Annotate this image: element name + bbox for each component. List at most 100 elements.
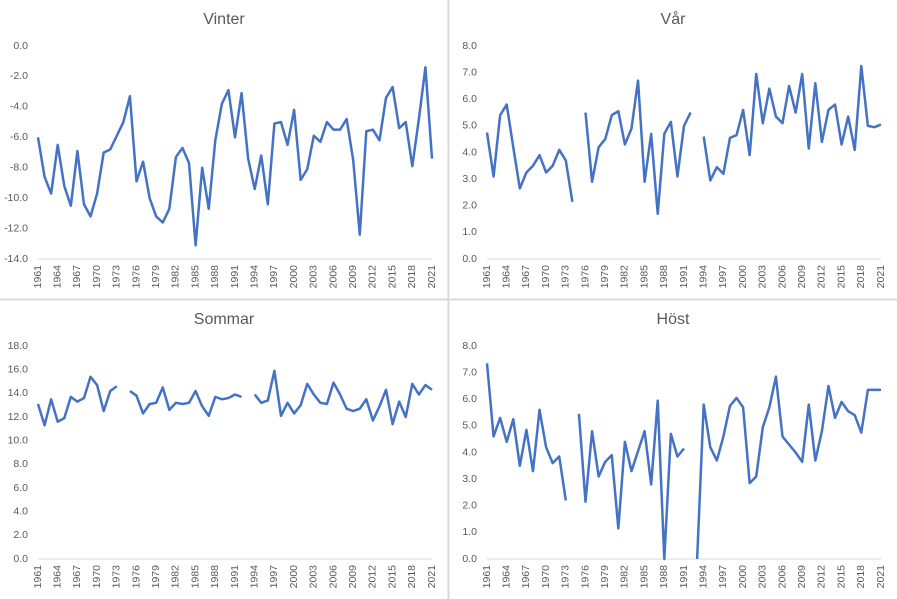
x-tick-label: 1985: [189, 265, 201, 289]
y-tick-label: 5.0: [462, 420, 477, 432]
y-tick-label: 6.0: [13, 482, 28, 494]
x-tick-label: 1997: [268, 565, 280, 589]
y-tick-label: -10.0: [4, 192, 28, 204]
x-tick-label: 1985: [638, 265, 650, 289]
x-tick-label: 2018: [406, 565, 418, 589]
x-tick-label: 1994: [697, 565, 709, 589]
x-tick-label: 2018: [855, 265, 867, 289]
x-tick-label: 1964: [500, 565, 512, 589]
y-tick-label: -8.0: [10, 161, 28, 173]
y-tick-label: 14.0: [8, 387, 29, 399]
x-tick-label: 1970: [91, 265, 103, 289]
y-tick-label: -12.0: [4, 222, 28, 234]
y-tick-label: 1.0: [462, 226, 477, 238]
y-tick-label: 0.0: [462, 253, 477, 265]
x-tick-label: 2006: [776, 265, 788, 289]
x-tick-label: 2009: [347, 265, 359, 289]
y-tick-label: 7.0: [462, 366, 477, 378]
chart-title: Höst: [657, 311, 690, 328]
y-tick-label: 7.0: [462, 66, 477, 78]
x-tick-label: 2015: [835, 265, 847, 289]
x-tick-label: 1976: [130, 265, 142, 289]
x-tick-label: 2003: [308, 265, 320, 289]
x-tick-label: 1967: [71, 265, 83, 289]
x-tick-label: 1967: [71, 565, 83, 589]
x-tick-label: 1982: [619, 565, 631, 589]
x-tick-label: 1964: [500, 265, 512, 289]
x-tick-label: 2012: [367, 265, 379, 289]
x-tick-label: 1979: [599, 565, 611, 589]
x-tick-label: 1997: [268, 265, 280, 289]
x-tick-label: 1991: [229, 565, 241, 589]
x-tick-label: 2006: [327, 565, 339, 589]
x-tick-label: 1982: [170, 565, 182, 589]
x-tick-label: 1982: [170, 265, 182, 289]
y-tick-label: 16.0: [8, 363, 29, 375]
y-tick-label: 6.0: [462, 393, 477, 405]
x-tick-label: 1973: [560, 265, 572, 289]
x-tick-label: 1985: [189, 565, 201, 589]
y-tick-label: 1.0: [462, 526, 477, 538]
y-tick-label: 8.0: [462, 340, 477, 352]
y-tick-label: 6.0: [462, 93, 477, 105]
x-tick-label: 2015: [835, 565, 847, 589]
y-tick-label: -14.0: [4, 253, 28, 265]
chart-title: Vinter: [203, 11, 245, 28]
data-line: [36, 66, 434, 247]
y-tick-label: 4.0: [13, 505, 28, 517]
x-tick-label: 1988: [209, 565, 221, 589]
x-tick-label: 2003: [308, 565, 320, 589]
y-tick-label: 12.0: [8, 411, 29, 423]
y-tick-label: 2.0: [462, 500, 477, 512]
x-tick-label: 2006: [327, 265, 339, 289]
x-tick-label: 1991: [678, 565, 690, 589]
y-tick-label: -4.0: [10, 101, 28, 113]
y-tick-label: 4.0: [462, 446, 477, 458]
data-line: [485, 64, 882, 215]
x-tick-label: 2015: [386, 565, 398, 589]
x-tick-label: 1964: [51, 565, 63, 589]
x-tick-label: 1982: [619, 265, 631, 289]
x-tick-label: 1994: [697, 265, 709, 289]
x-tick-label: 1997: [717, 265, 729, 289]
x-tick-label: 2009: [347, 565, 359, 589]
y-tick-label: 10.0: [8, 434, 29, 446]
x-tick-label: 1973: [111, 265, 123, 289]
x-tick-label: 2000: [737, 565, 749, 589]
x-tick-label: 1961: [481, 265, 493, 289]
y-tick-label: 3.0: [462, 473, 477, 485]
y-tick-label: 4.0: [462, 146, 477, 158]
y-tick-label: 0.0: [13, 553, 28, 565]
x-tick-label: 1973: [560, 565, 572, 589]
x-tick-label: 1988: [658, 265, 670, 289]
x-tick-label: 2015: [386, 265, 398, 289]
y-tick-label: 2.0: [462, 200, 477, 212]
x-tick-label: 1967: [520, 565, 532, 589]
y-tick-label: 0.0: [13, 40, 28, 52]
x-tick-label: 2009: [796, 265, 808, 289]
y-tick-label: 0.0: [462, 553, 477, 565]
x-tick-label: 1997: [717, 565, 729, 589]
x-tick-label: 1991: [229, 265, 241, 289]
x-tick-label: 2006: [776, 565, 788, 589]
x-tick-label: 1976: [579, 265, 591, 289]
x-tick-label: 2003: [757, 565, 769, 589]
x-tick-label: 2018: [406, 265, 418, 289]
x-tick-label: 1985: [638, 565, 650, 589]
x-tick-label: 1970: [540, 265, 552, 289]
x-tick-label: 1961: [481, 565, 493, 589]
x-tick-label: 2021: [875, 565, 887, 589]
y-tick-label: 5.0: [462, 120, 477, 132]
x-tick-label: 1988: [209, 265, 221, 289]
y-tick-label: 8.0: [13, 458, 28, 470]
x-tick-label: 1964: [51, 265, 63, 289]
x-tick-label: 2012: [367, 565, 379, 589]
x-tick-label: 2021: [875, 265, 887, 289]
x-tick-label: 2009: [796, 565, 808, 589]
y-tick-label: 18.0: [8, 340, 29, 352]
x-tick-label: 2012: [816, 265, 828, 289]
x-tick-label: 2021: [426, 265, 438, 289]
x-tick-label: 1991: [678, 265, 690, 289]
y-tick-label: 3.0: [462, 173, 477, 185]
